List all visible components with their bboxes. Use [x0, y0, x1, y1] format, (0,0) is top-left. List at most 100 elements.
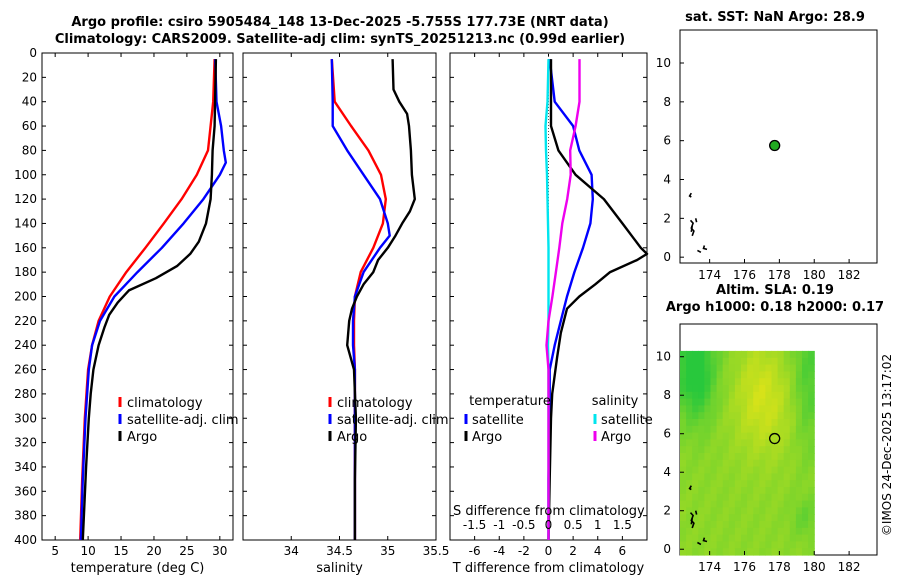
- temperature-series-satellite-adj-clim: [79, 59, 228, 541]
- depth-tick-label: 240: [14, 338, 37, 352]
- sla-heatmap-cell: [808, 514, 815, 522]
- sla-heatmap-cell: [789, 398, 797, 406]
- sla-heatmap-cell: [692, 521, 699, 529]
- sla-heatmap-cell: [686, 425, 693, 434]
- sla-heatmap-cell: [722, 480, 730, 488]
- sla-heatmap-cell: [734, 534, 742, 542]
- sla-heatmap-cell: [686, 459, 693, 468]
- sla-heatmap-cell: [716, 378, 724, 386]
- sla-heatmap-cell: [722, 350, 730, 359]
- sla-heatmap-cell: [808, 432, 815, 440]
- sla-heatmap-cell: [783, 487, 791, 495]
- sla-heatmap-cell: [759, 398, 766, 406]
- sla_map-xtick-label: 182: [838, 560, 861, 574]
- sla-heatmap-cell: [802, 398, 809, 406]
- salinity-xtick-label: 35.5: [423, 544, 450, 558]
- sla-heatmap-cell: [765, 378, 773, 386]
- sla-heatmap-cell: [783, 473, 791, 481]
- sla-heatmap-cell: [759, 507, 766, 515]
- sla-heatmap-cell: [686, 541, 693, 549]
- sla-heatmap-cell: [692, 487, 699, 495]
- sla-heatmap-cell: [722, 425, 730, 434]
- sla-heatmap-cell: [802, 357, 809, 366]
- sla-heatmap-cell: [808, 398, 815, 406]
- sla-heatmap-cell: [753, 473, 760, 481]
- sla-heatmap-cell: [704, 459, 712, 468]
- sla-heatmap-cell: [716, 493, 724, 502]
- sla-heatmap-cell: [734, 500, 742, 508]
- sla-heatmap-cell: [741, 480, 748, 488]
- sla-heatmap-cell: [728, 371, 736, 379]
- salinity-diff-tick-label: 1: [594, 518, 602, 532]
- sla-heatmap-cell: [741, 521, 748, 529]
- sla-heatmap-cell: [783, 446, 791, 454]
- sla-heatmap-cell: [710, 425, 718, 434]
- sla-heatmap-cell: [710, 439, 718, 447]
- sla-heatmap-cell: [698, 405, 705, 413]
- sla-heatmap-cell: [808, 405, 815, 413]
- sla-heatmap-cell: [722, 419, 730, 427]
- sla_map-ytick-label: 6: [663, 427, 671, 441]
- sla-heatmap-cell: [692, 541, 699, 549]
- sla-heatmap-cell: [759, 500, 766, 508]
- sla-heatmap-cell: [765, 459, 773, 468]
- map2-title-line1: Altim. SLA: 0.19: [716, 283, 834, 298]
- sla-heatmap-cell: [783, 439, 791, 447]
- sla_map-ytick-label: 0: [663, 542, 671, 556]
- sla-heatmap-cell: [777, 432, 785, 440]
- sla-heatmap-cell: [802, 378, 809, 386]
- sla-heatmap-cell: [795, 466, 803, 474]
- sla-heatmap-cell: [734, 385, 742, 393]
- sla-heatmap-cell: [777, 391, 785, 400]
- sla-heatmap-cell: [753, 453, 760, 461]
- sla-heatmap-cell: [710, 459, 718, 468]
- sla-heatmap-cell: [710, 514, 718, 522]
- sla-heatmap-cell: [722, 432, 730, 440]
- sla-heatmap-cell: [716, 507, 724, 515]
- sla-heatmap-cell: [783, 432, 791, 440]
- depth-tick-label: 140: [14, 216, 37, 230]
- sla_map-ytick-label: 2: [663, 504, 671, 518]
- sla-heatmap-cell: [753, 405, 760, 413]
- sla-heatmap-cell: [789, 405, 797, 413]
- sla-heatmap-cell: [728, 439, 736, 447]
- sla-heatmap-cell: [741, 487, 748, 495]
- sla-heatmap-cell: [728, 541, 736, 549]
- sla-heatmap-cell: [808, 534, 815, 542]
- sla-heatmap-cell: [722, 548, 730, 556]
- sla_map-coastline: [702, 537, 708, 543]
- sla-heatmap-cell: [759, 466, 766, 474]
- sla-heatmap-cell: [753, 350, 760, 359]
- sla-heatmap-cell: [765, 419, 773, 427]
- sla-heatmap-cell: [716, 500, 724, 508]
- sla-heatmap-cell: [795, 439, 803, 447]
- sla-heatmap-cell: [753, 541, 760, 549]
- sla-heatmap-cell: [783, 521, 791, 529]
- sla-heatmap-cell: [777, 439, 785, 447]
- sla-heatmap-cell: [698, 459, 705, 468]
- sla-heatmap-cell: [704, 446, 712, 454]
- temperature-plot-frame: [41, 52, 234, 541]
- salinity-diff-axis-label: S difference from climatology: [453, 504, 645, 519]
- sla-heatmap-cell: [704, 391, 712, 400]
- sla-heatmap-cell: [747, 357, 754, 366]
- sst_map-xtick-label: 178: [768, 268, 791, 282]
- temperature-xtick-label: 5: [51, 544, 59, 558]
- sla-heatmap-cell: [771, 385, 779, 393]
- sla-heatmap-cell: [728, 480, 736, 488]
- sla-heatmap-cell: [680, 493, 687, 502]
- salinity-diff-tick-label: -1.5: [463, 518, 486, 532]
- salinity-diff-tick-label: -0.5: [512, 518, 535, 532]
- sla-heatmap-cell: [759, 527, 766, 536]
- sla-heatmap-cell: [716, 419, 724, 427]
- sla-heatmap-cell: [808, 364, 815, 372]
- sla_map-ytick-label: 10: [656, 350, 671, 364]
- sla-heatmap-cell: [802, 514, 809, 522]
- sla-heatmap-cell: [692, 391, 699, 400]
- depth-tick-label: 40: [22, 95, 37, 109]
- depth-tick-label: 100: [14, 168, 37, 182]
- sla-heatmap-cell: [734, 398, 742, 406]
- sla-heatmap-cell: [692, 534, 699, 542]
- sla-heatmap-cell: [795, 459, 803, 468]
